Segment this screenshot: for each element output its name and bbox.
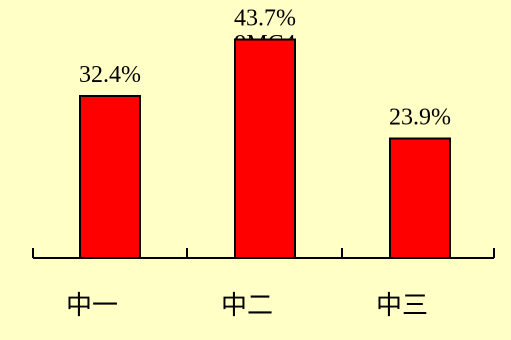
category-label-2: 中二 (221, 291, 273, 320)
category-label-3: 中三 (376, 291, 428, 320)
category-labels-group: 中一 中二 中三 (66, 291, 428, 320)
bar-3 (389, 137, 451, 259)
bars-group (79, 38, 451, 259)
category-label-1: 中一 (66, 291, 118, 320)
bar-2 (234, 38, 296, 259)
value-label-3: 23.9% (389, 105, 451, 131)
value-label-2: 43.7% (234, 6, 296, 32)
value-label-1: 32.4% (79, 62, 141, 88)
bar-1 (79, 95, 141, 259)
x-axis (32, 248, 495, 259)
value-labels-group: 32.4% 43.7% 23.9% (79, 6, 451, 131)
